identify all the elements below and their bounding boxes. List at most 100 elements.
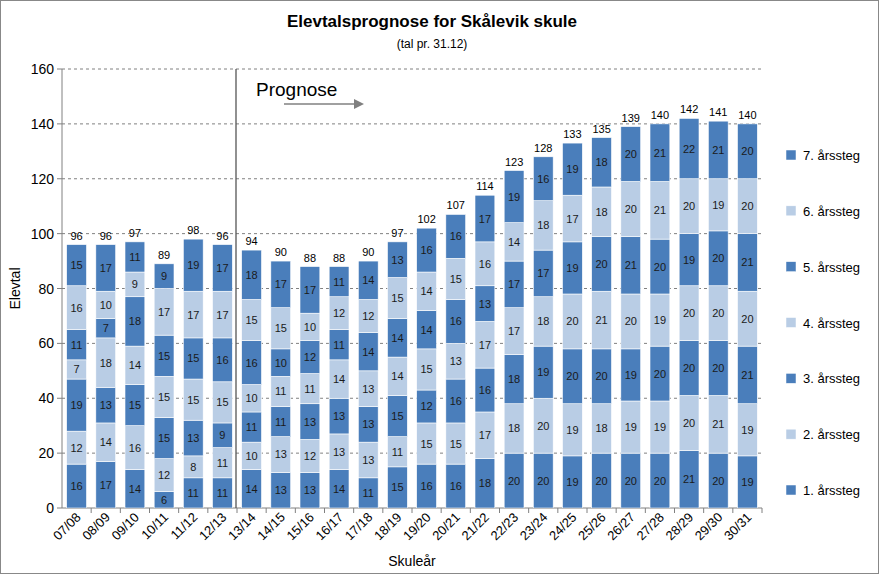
bar-segment	[650, 346, 670, 401]
bar-segment	[679, 118, 699, 178]
data-label: 17	[479, 339, 491, 351]
bar-segment	[650, 124, 670, 182]
bar-segment	[563, 349, 583, 404]
x-tick-label: 07/08	[50, 510, 84, 544]
bar-segment	[213, 338, 233, 382]
bar-segment	[300, 404, 320, 440]
y-tick	[57, 343, 62, 344]
data-label: 20	[654, 261, 666, 273]
bar-segment	[592, 349, 612, 404]
data-label: 13	[479, 298, 491, 310]
data-label: 16	[420, 480, 432, 492]
bar-segment	[679, 179, 699, 234]
y-tick-label: 40	[38, 390, 54, 406]
bar-segment	[183, 420, 203, 456]
data-label: 11	[333, 339, 344, 351]
bar-segment	[329, 267, 349, 297]
bar-segment	[592, 404, 612, 453]
data-label: 19	[537, 366, 549, 378]
bar-segment	[242, 250, 262, 299]
data-label: 17	[508, 278, 520, 290]
bar-segment	[417, 390, 437, 423]
x-tick	[470, 508, 471, 513]
bar-segment	[738, 124, 758, 179]
data-label: 18	[537, 219, 549, 231]
x-tick-label: 24/25	[546, 510, 580, 544]
data-label: 9	[132, 278, 138, 290]
data-labels: 1617146111114131314111516161820201920202…	[70, 143, 753, 506]
data-label: 19	[566, 163, 578, 175]
x-tick	[149, 508, 150, 513]
data-label: 20	[595, 258, 607, 270]
data-label: 10	[304, 321, 316, 333]
bar-segment	[738, 456, 758, 508]
bar-segment	[125, 385, 145, 426]
bar-segment	[67, 379, 87, 431]
x-tick-label: 17/18	[342, 510, 376, 544]
bar-segment	[417, 272, 437, 310]
bar-segment	[242, 442, 262, 469]
bar-segment	[329, 330, 349, 360]
bar-segment	[388, 437, 408, 467]
bar-segment	[213, 478, 233, 508]
data-label: 15	[391, 292, 403, 304]
data-label: 20	[712, 252, 724, 264]
data-label: 21	[683, 473, 695, 485]
data-label: 16	[450, 315, 462, 327]
bar-segment	[300, 267, 320, 314]
data-label: 15	[391, 481, 403, 493]
data-label: 14	[129, 483, 141, 495]
data-label: 20	[741, 200, 753, 212]
bar-segment	[417, 349, 437, 390]
data-label: 16	[450, 230, 462, 242]
bar-segment	[300, 341, 320, 374]
bar-segment	[213, 423, 233, 448]
data-label: 19	[741, 476, 753, 488]
x-tick-label: 30/31	[721, 510, 755, 544]
data-label: 16	[450, 395, 462, 407]
bar-segment	[358, 406, 378, 442]
data-label: 12	[70, 442, 82, 454]
x-tick-label: 10/11	[138, 510, 171, 543]
data-label: 12	[304, 351, 316, 363]
data-label: 12	[362, 310, 374, 322]
data-label: 20	[741, 313, 753, 325]
x-tick	[324, 508, 325, 513]
x-tick	[557, 508, 558, 513]
data-label: 20	[625, 148, 637, 160]
x-tick-label: 19/20	[400, 510, 434, 544]
bar-segment	[388, 242, 408, 278]
bar-segment	[533, 250, 553, 297]
x-tick-label: 26/27	[604, 510, 638, 544]
legend-label: 4. årssteg	[803, 316, 860, 331]
y-tick	[57, 508, 62, 509]
bars	[67, 118, 758, 508]
total-label: 94	[245, 235, 257, 247]
bar-segment	[708, 121, 728, 179]
data-label: 15	[275, 322, 287, 334]
data-label: 14	[362, 274, 374, 286]
bar-segment	[388, 319, 408, 357]
data-label: 16	[70, 480, 82, 492]
data-label: 14	[245, 483, 257, 495]
data-label: 17	[566, 213, 578, 225]
data-label: 17	[100, 479, 112, 491]
total-label: 97	[391, 227, 403, 239]
bar-segment	[475, 242, 495, 286]
bar-segment	[183, 379, 203, 420]
data-label: 20	[712, 307, 724, 319]
data-label: 14	[333, 483, 345, 495]
data-label: 16	[70, 302, 82, 314]
bar-segment	[271, 349, 291, 376]
data-label: 17	[216, 262, 228, 274]
bar-segment	[388, 467, 408, 508]
x-tick-label: 23/24	[517, 510, 551, 544]
data-label: 17	[537, 267, 549, 279]
bar-segment	[708, 396, 728, 454]
bar-segment	[358, 478, 378, 508]
bar-segment	[242, 385, 262, 412]
bar-segment	[183, 478, 203, 508]
data-label: 13	[333, 446, 345, 458]
bar-segment	[592, 138, 612, 187]
y-axis	[62, 69, 63, 508]
